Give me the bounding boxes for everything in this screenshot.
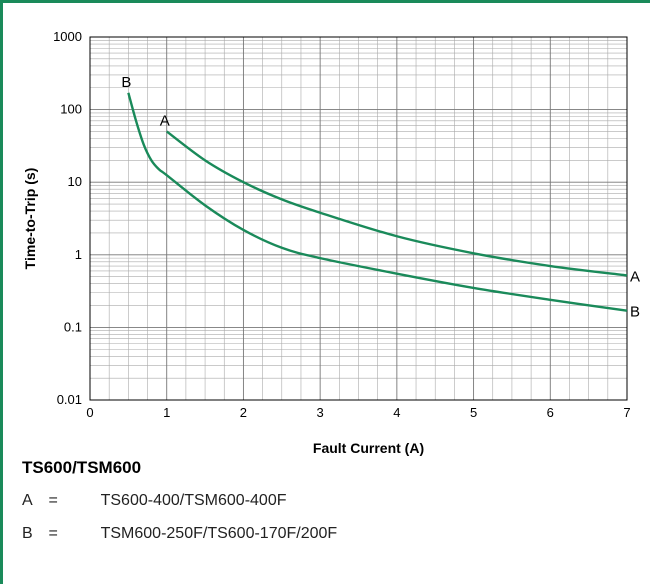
x-tick-label: 0 (86, 405, 93, 420)
legend-item-a: A = TS600-400/TSM600-400F (22, 492, 286, 510)
series-label-end: A (630, 268, 640, 285)
x-tick-label: 5 (470, 405, 477, 420)
x-tick-label: 4 (393, 405, 400, 420)
legend-equals: = (48, 525, 58, 542)
legend-title: TS600/TSM600 (22, 458, 142, 477)
x-tick-label: 3 (317, 405, 324, 420)
trip-curve-chart: 0.01 0.1 1 10 100 1000 0 1 2 3 4 5 6 7 A A B B Fault Cu… (22, 29, 640, 456)
series-label-start: A (160, 112, 170, 129)
legend-key: B (22, 525, 33, 542)
grid-minor (90, 37, 627, 400)
legend-text: TS600-400/TSM600-400F (100, 492, 287, 509)
series-lines (127, 92, 628, 312)
series-labels: A A B B (121, 74, 640, 321)
x-tick-label: 2 (240, 405, 247, 420)
y-tick-label: 100 (60, 102, 82, 117)
legend-item-b: B = TSM600-250F/TS600-170F/200F (22, 525, 337, 543)
legend-key: A (22, 492, 33, 509)
y-tick-label: 0.01 (57, 392, 82, 407)
series-label-start: B (121, 74, 131, 91)
y-tick-label: 1 (75, 247, 82, 262)
x-tick-label: 6 (547, 405, 554, 420)
legend-equals: = (48, 492, 58, 509)
y-tick-label: 0.1 (64, 319, 82, 334)
x-tick-label: 7 (623, 405, 630, 420)
y-axis-label: Time-to-Trip (s) (22, 168, 38, 270)
series-label-end: B (630, 304, 640, 321)
x-tick-labels: 0 1 2 3 4 5 6 7 (86, 405, 630, 420)
plot-area-border (89, 36, 628, 401)
y-tick-label: 10 (68, 174, 82, 189)
y-tick-label: 1000 (53, 29, 82, 44)
legend-text: TSM600-250F/TS600-170F/200F (100, 525, 338, 542)
x-axis-label: Fault Current (A) (313, 440, 424, 456)
x-tick-label: 1 (163, 405, 170, 420)
series-line-a (165, 130, 628, 277)
y-tick-labels: 0.01 0.1 1 10 100 1000 (53, 29, 82, 407)
series-line-b (127, 92, 628, 312)
